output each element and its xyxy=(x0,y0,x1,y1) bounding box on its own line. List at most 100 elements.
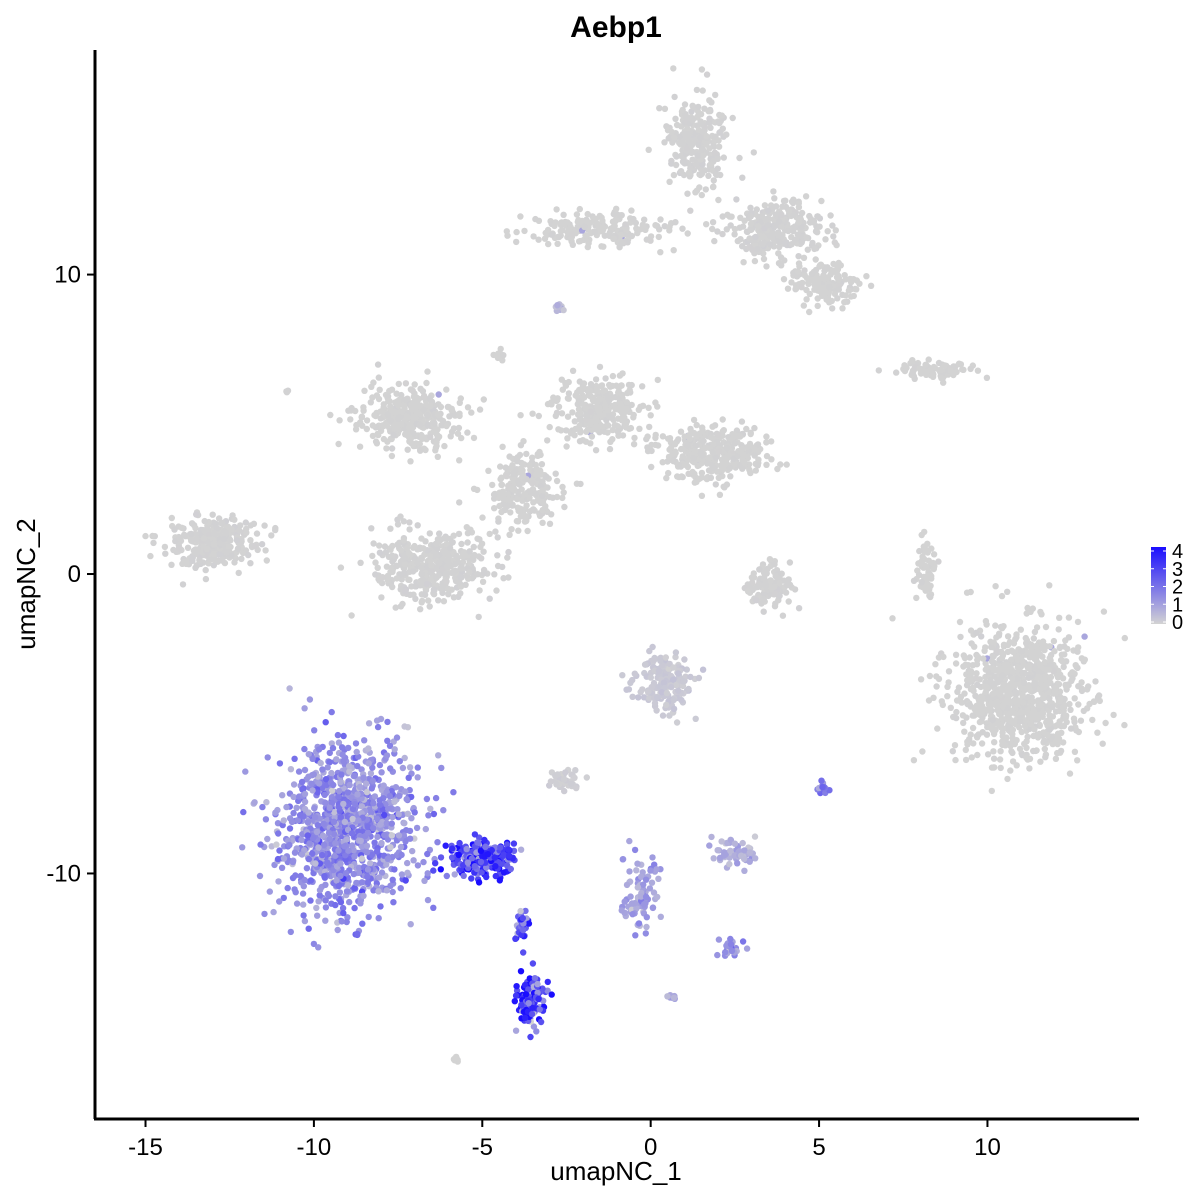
cell-point xyxy=(337,564,345,571)
cell-point xyxy=(497,463,504,470)
cell-point xyxy=(1037,608,1044,616)
cell-point xyxy=(427,805,434,812)
cell-point xyxy=(403,544,411,552)
cell-point xyxy=(750,149,757,156)
cell-point xyxy=(1041,646,1048,654)
cell-point xyxy=(283,803,290,811)
cell-point xyxy=(300,901,307,908)
cell-point xyxy=(755,223,762,230)
cell-point xyxy=(639,383,646,390)
cell-point xyxy=(710,855,717,862)
cell-point xyxy=(414,764,421,771)
cell-point xyxy=(401,820,408,827)
cell-point xyxy=(709,219,717,226)
cell-point xyxy=(554,240,561,247)
cell-point xyxy=(1009,730,1016,738)
cell-point xyxy=(967,686,975,693)
cell-point xyxy=(564,435,571,442)
cell-point xyxy=(665,469,672,477)
cell-point xyxy=(479,514,486,521)
cell-point xyxy=(968,754,975,761)
cell-point xyxy=(659,433,667,440)
cell-point xyxy=(499,495,507,502)
cell-point xyxy=(753,597,760,604)
cell-point xyxy=(698,492,706,499)
cell-point xyxy=(389,888,396,896)
cell-point xyxy=(1089,716,1096,724)
cell-point xyxy=(621,898,628,905)
cell-point xyxy=(1026,686,1033,693)
cell-point xyxy=(181,558,189,566)
cell-point xyxy=(772,211,780,218)
cell-point xyxy=(985,694,992,701)
cell-point xyxy=(495,518,502,525)
cell-point xyxy=(747,204,754,211)
cell-point xyxy=(434,426,441,433)
cell-point xyxy=(502,464,509,471)
cell-point xyxy=(529,480,536,487)
cell-point xyxy=(679,225,686,232)
cell-point xyxy=(1056,644,1064,652)
cell-point xyxy=(209,511,216,518)
cell-point xyxy=(245,551,252,559)
cell-point xyxy=(659,712,667,719)
cell-point xyxy=(670,247,677,254)
cell-point xyxy=(818,275,825,282)
cell-point xyxy=(430,904,437,911)
cell-point xyxy=(520,472,527,479)
cell-point xyxy=(990,755,998,762)
cell-point xyxy=(1019,685,1026,692)
cell-point xyxy=(712,91,719,99)
cell-point xyxy=(389,542,396,550)
cell-point xyxy=(334,731,342,739)
cell-point xyxy=(675,670,682,677)
cell-point xyxy=(776,238,783,245)
cell-point xyxy=(441,549,448,556)
cell-point xyxy=(763,452,771,460)
cell-point xyxy=(964,741,971,748)
cell-point xyxy=(800,302,807,309)
cell-point xyxy=(953,714,960,722)
cell-point xyxy=(478,555,485,562)
cell-point xyxy=(664,993,671,1000)
cell-point xyxy=(973,629,980,636)
cell-point xyxy=(747,213,754,220)
cell-point xyxy=(645,404,652,411)
cell-point xyxy=(273,841,280,848)
cell-point xyxy=(356,443,364,450)
cell-point xyxy=(573,211,581,218)
cell-point xyxy=(818,197,825,205)
cell-point xyxy=(679,106,686,114)
cell-point xyxy=(967,627,975,634)
cell-point xyxy=(176,545,183,553)
cell-point xyxy=(513,238,520,246)
cell-point xyxy=(577,480,584,488)
cell-point xyxy=(699,428,706,435)
cell-point xyxy=(387,525,394,532)
cell-point xyxy=(582,438,590,445)
cell-point xyxy=(1069,675,1076,682)
cell-point xyxy=(785,598,792,605)
cell-point xyxy=(311,805,318,812)
cell-point xyxy=(760,569,768,576)
cell-point xyxy=(485,467,492,474)
cell-point xyxy=(1057,747,1065,755)
cell-point xyxy=(661,105,669,113)
cell-point xyxy=(178,524,185,531)
cell-point xyxy=(1075,644,1082,651)
cell-point xyxy=(716,491,724,498)
cell-point xyxy=(353,421,360,429)
cell-point xyxy=(760,608,767,615)
cell-point xyxy=(443,578,450,585)
cell-point xyxy=(184,544,192,551)
cell-point xyxy=(1069,669,1076,676)
cell-point xyxy=(587,387,594,395)
cell-point xyxy=(993,647,1000,655)
cell-point xyxy=(552,772,559,779)
cell-point xyxy=(1012,710,1020,717)
cell-point xyxy=(409,387,416,394)
cell-point xyxy=(909,358,916,365)
cell-point xyxy=(926,672,934,680)
cell-point xyxy=(928,573,935,580)
cell-point xyxy=(368,383,375,390)
